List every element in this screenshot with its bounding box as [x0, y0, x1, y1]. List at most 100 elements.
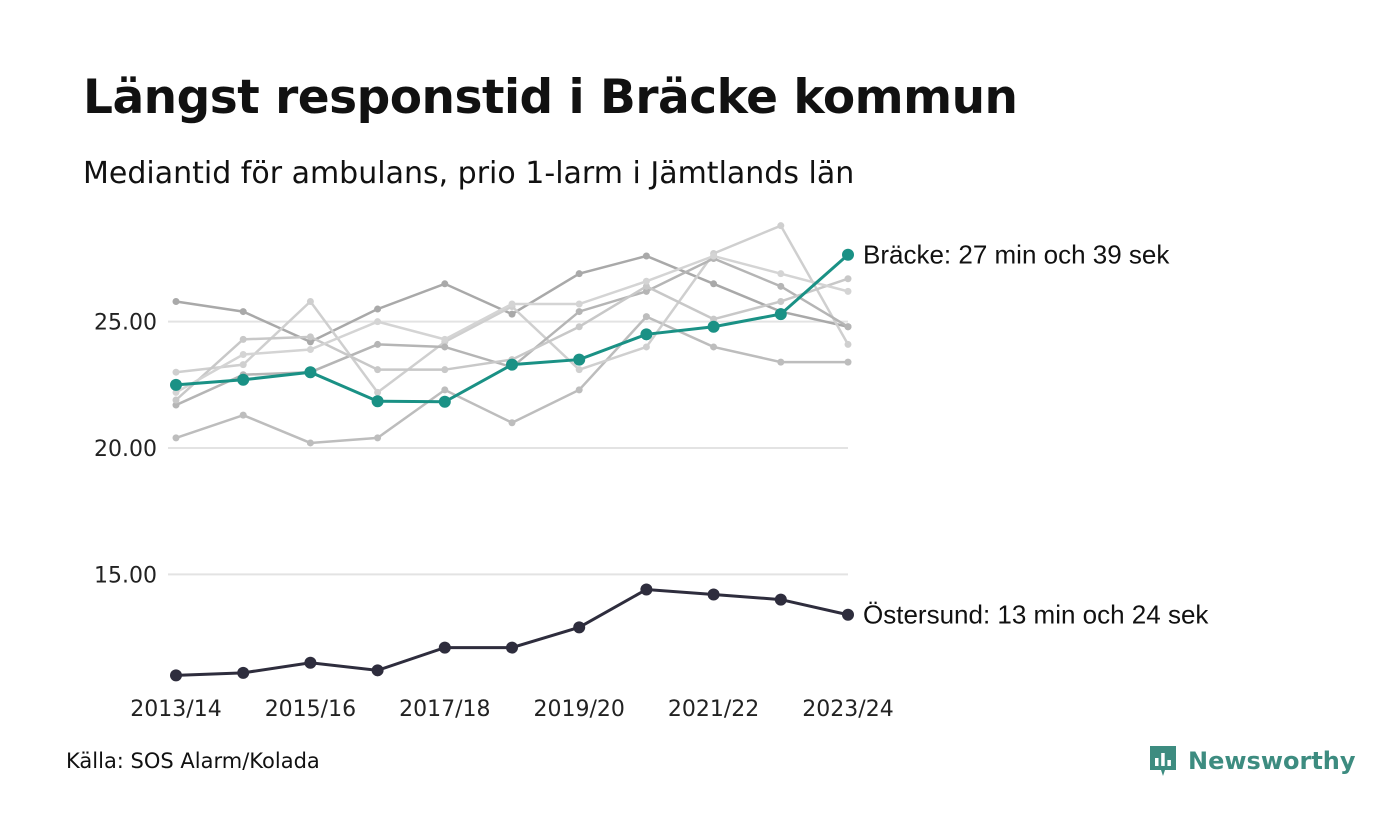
- series-point: [237, 373, 250, 386]
- background-series-point: [710, 315, 718, 323]
- background-series-point: [777, 270, 785, 278]
- background-series-point: [844, 358, 852, 366]
- background-series-point: [374, 388, 382, 396]
- background-series-line: [175, 254, 849, 344]
- background-series-point: [239, 351, 247, 359]
- background-series-point: [441, 335, 449, 343]
- background-series-line: [175, 254, 849, 394]
- series-point: [640, 328, 653, 341]
- background-series-point: [575, 366, 583, 374]
- series-point: [371, 395, 384, 408]
- background-series-point: [306, 338, 314, 346]
- series-point: [506, 358, 518, 371]
- series-point: [237, 666, 250, 679]
- background-series-point: [172, 401, 180, 409]
- background-series-point: [642, 277, 650, 285]
- background-series-point: [844, 275, 852, 283]
- series-line: [175, 253, 849, 404]
- background-series-point: [306, 333, 314, 341]
- background-series-point: [642, 287, 650, 295]
- series-östersund: Östersund: 13 min och 24 sek: [170, 583, 1209, 682]
- background-series-point: [575, 323, 583, 331]
- background-series-point: [441, 343, 449, 351]
- background-series-point: [710, 343, 718, 351]
- series-point: [371, 664, 384, 677]
- background-series-point: [172, 388, 180, 396]
- x-tick-label: 2021/22: [668, 697, 759, 722]
- background-series-point: [777, 297, 785, 305]
- background-series-point: [374, 305, 382, 313]
- background-series-point: [710, 252, 718, 260]
- background-series-point: [777, 222, 785, 230]
- background-series-point: [642, 343, 650, 351]
- y-tick-label: 25.00: [94, 311, 157, 336]
- background-series-point: [642, 252, 650, 260]
- brand-name: Newsworthy: [1188, 747, 1356, 775]
- background-series-point: [306, 345, 314, 353]
- series-end-label: Östersund: 13 min och 24 sek: [863, 600, 1209, 630]
- series-point: [707, 588, 720, 601]
- background-series-point: [172, 297, 180, 305]
- source-note: Källa: SOS Alarm/Kolada: [66, 749, 320, 773]
- background-series-point: [172, 434, 180, 442]
- background-series-point: [844, 323, 852, 331]
- series-point: [304, 366, 317, 379]
- background-series-point: [306, 297, 314, 305]
- background-series-point: [374, 340, 382, 348]
- highlighted-series: Bräcke: 27 min och 39 sek Östersund: 13 m…: [170, 240, 1209, 682]
- x-tick-label: 2013/14: [130, 697, 221, 722]
- background-series-point: [172, 368, 180, 376]
- y-axis-ticks: 15.00 20.00 25.00: [94, 311, 157, 589]
- series-point: [304, 656, 317, 669]
- background-series-point: [441, 280, 449, 288]
- series-end-label: Bräcke: 27 min och 39 sek: [863, 240, 1170, 270]
- background-series-point: [508, 300, 516, 308]
- background-series-point: [710, 280, 718, 288]
- series-point: [774, 593, 787, 606]
- background-series-point: [642, 282, 650, 290]
- background-series-point: [575, 386, 583, 394]
- background-series-point: [508, 310, 516, 318]
- x-axis-ticks: 2013/14 2015/16 2017/18 2019/20 2021/22 2023/…: [130, 697, 893, 722]
- background-series-point: [441, 366, 449, 374]
- series-point: [842, 248, 854, 261]
- chart-title: Längst responstid i Bräcke kommun: [83, 70, 1018, 125]
- background-series-point: [374, 318, 382, 326]
- newsworthy-logo: Newsworthy: [1148, 744, 1356, 778]
- series-bräcke: Bräcke: 27 min och 39 sek: [170, 240, 1170, 408]
- series-point: [506, 641, 518, 654]
- background-series-point: [306, 439, 314, 447]
- background-series-point: [239, 361, 247, 369]
- background-series-point: [844, 287, 852, 295]
- series-point: [438, 395, 451, 408]
- background-series-point: [508, 419, 516, 427]
- x-tick-label: 2023/24: [802, 697, 893, 722]
- series-point: [842, 608, 854, 621]
- background-series-point: [374, 366, 382, 374]
- background-series-point: [575, 308, 583, 316]
- x-tick-label: 2017/18: [399, 697, 490, 722]
- series-point: [640, 583, 653, 596]
- series-line: [175, 587, 849, 677]
- bar-chart-speech-bubble-icon: [1150, 746, 1176, 776]
- background-series-point: [777, 358, 785, 366]
- series-point: [438, 641, 451, 654]
- background-series-point: [575, 300, 583, 308]
- chart-subtitle: Mediantid för ambulans, prio 1-larm i Jä…: [83, 156, 855, 191]
- background-series-point: [575, 270, 583, 278]
- background-series-point: [239, 308, 247, 316]
- series-point: [170, 669, 182, 682]
- background-series-point: [642, 313, 650, 321]
- series-point: [707, 320, 720, 333]
- y-tick-label: 15.00: [94, 563, 157, 588]
- x-tick-label: 2015/16: [265, 697, 356, 722]
- background-series-point: [172, 396, 180, 404]
- series-point: [573, 353, 586, 366]
- background-series: [172, 222, 852, 447]
- background-series-point: [777, 282, 785, 290]
- background-series-point: [239, 411, 247, 419]
- x-tick-label: 2019/20: [533, 697, 624, 722]
- series-point: [774, 308, 787, 321]
- background-series-point: [374, 434, 382, 442]
